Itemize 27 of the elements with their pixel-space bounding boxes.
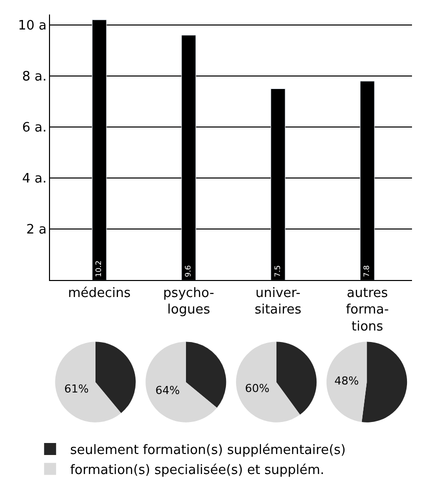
pie-slice: [55, 342, 122, 422]
pie-slice: [186, 342, 226, 408]
data-label: 7.8: [362, 264, 372, 278]
x-tick-label: psycho- logues: [163, 286, 214, 318]
data-label: 64%: [155, 384, 180, 398]
pie-slice: [236, 342, 300, 422]
pie-slice: [146, 342, 217, 422]
data-label: 48%: [334, 374, 359, 388]
x-tick-label: médecins: [68, 286, 131, 301]
data-label: 10.2: [94, 260, 104, 278]
pie-slice: [326, 342, 367, 422]
pie-slice: [362, 342, 407, 422]
legend-label: seulement formation(s) supplémentaire(s): [70, 443, 346, 458]
data-label: 61%: [64, 382, 89, 396]
legend-label: formation(s) specialisée(s) et supplém.: [70, 462, 324, 478]
y-tick-label: 10 a: [18, 18, 47, 34]
y-tick-label: 8 a.: [22, 70, 47, 85]
pie-slice: [276, 342, 317, 415]
pie-slice: [95, 342, 136, 414]
y-tick-label: 6 a.: [22, 120, 47, 136]
data-label: 60%: [244, 382, 270, 395]
x-tick-label: autres forma- tions: [346, 286, 390, 335]
data-label: 9.6: [184, 264, 193, 278]
y-tick-label: 2 a: [26, 222, 47, 238]
data-label: 7.5: [272, 264, 282, 278]
x-tick-label: univer- sitaires: [254, 286, 302, 318]
y-tick-label: 4 a.: [22, 172, 47, 187]
